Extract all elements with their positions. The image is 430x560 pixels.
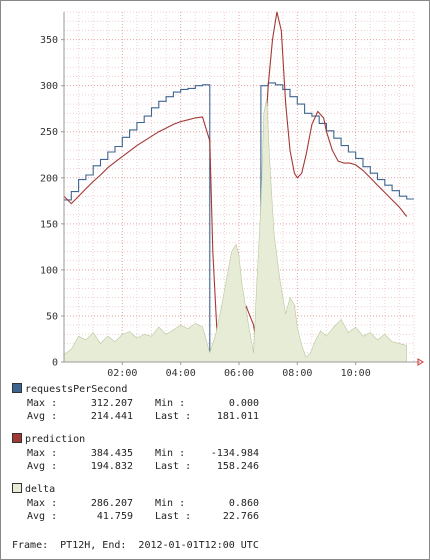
last-label: Last : <box>155 511 192 522</box>
legend: requestsPerSecond Max : 312.207 Min : 0.000… <box>12 383 422 533</box>
min-label: Min : <box>155 448 186 459</box>
legend-entry-prediction: prediction Max : 384.435 Min : -134.984 Avg… <box>12 433 422 473</box>
last-label: Last : <box>155 461 192 472</box>
axes <box>61 12 424 366</box>
avg-label: Avg : <box>27 511 58 522</box>
avg-value: 194.832 <box>90 461 133 472</box>
max-label: Max : <box>27 398 58 409</box>
last-label: Last : <box>155 411 192 422</box>
chart-plot: 0 50 100 150 200 250 300 350 02:00 04:00 06:00 08:… <box>40 11 424 379</box>
delta-area <box>63 98 408 363</box>
max-value: 384.435 <box>90 448 133 459</box>
x-tick-label: 04:00 <box>166 368 196 379</box>
y-tick-label: 250 <box>40 127 58 138</box>
last-value: 158.246 <box>216 461 259 472</box>
legend-swatch <box>12 433 22 443</box>
legend-swatch <box>12 383 22 393</box>
avg-label: Avg : <box>27 461 58 472</box>
prediction-line <box>63 11 408 363</box>
max-label: Max : <box>27 448 58 459</box>
last-value: 22.766 <box>222 511 259 522</box>
min-value: 0.000 <box>228 398 259 409</box>
min-label: Min : <box>155 398 186 409</box>
x-tick-label: 10:00 <box>341 368 371 379</box>
avg-label: Avg : <box>27 411 58 422</box>
y-tick-label: 300 <box>40 81 58 92</box>
avg-value: 214.441 <box>90 411 133 422</box>
max-value: 312.207 <box>90 398 133 409</box>
y-axis-labels: 0 50 100 150 200 250 300 350 <box>40 35 58 368</box>
x-tick-label: 06:00 <box>224 368 254 379</box>
legend-series-name: requestsPerSecond <box>25 384 128 395</box>
min-value: 0.860 <box>228 498 259 509</box>
y-tick-label: 0 <box>52 358 58 369</box>
x-tick-label: 02:00 <box>107 368 137 379</box>
legend-entry-delta: delta Max : 286.207 Min : 0.860 Avg : 41.759… <box>12 483 422 523</box>
last-value: 181.011 <box>216 411 259 422</box>
y-tick-label: 200 <box>40 173 58 184</box>
time-frame-footer: Frame: PT12H, End: 2012-01-01T12:00 UTC <box>12 540 259 551</box>
max-label: Max : <box>27 498 58 509</box>
x-axis-labels: 02:00 04:00 06:00 08:00 10:00 <box>107 368 370 379</box>
legend-series-name: delta <box>25 484 56 495</box>
x-axis-arrow <box>417 358 424 366</box>
avg-value: 41.759 <box>96 511 133 522</box>
x-tick-label: 08:00 <box>282 368 312 379</box>
max-value: 286.207 <box>90 498 133 509</box>
legend-swatch <box>12 483 22 493</box>
y-tick-label: 150 <box>40 219 58 230</box>
y-tick-label: 100 <box>40 265 58 276</box>
legend-series-name: prediction <box>25 434 86 445</box>
legend-entry-requests: requestsPerSecond Max : 312.207 Min : 0.000… <box>12 383 422 423</box>
min-label: Min : <box>155 498 186 509</box>
min-value: -134.984 <box>210 448 259 459</box>
y-tick-label: 50 <box>46 311 58 322</box>
y-tick-label: 350 <box>40 35 58 46</box>
